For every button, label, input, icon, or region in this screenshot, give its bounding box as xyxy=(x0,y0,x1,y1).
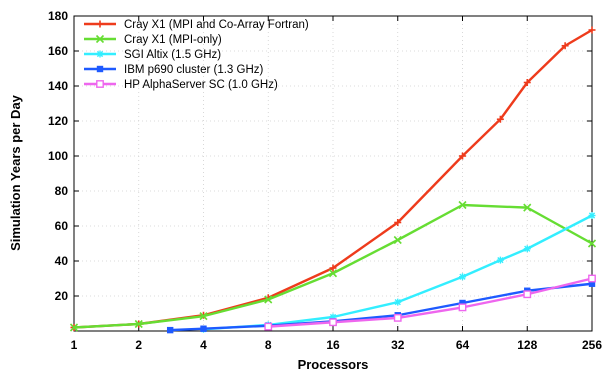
y-tick-label: 60 xyxy=(55,219,69,233)
x-tick-label: 1 xyxy=(71,338,78,352)
x-marker xyxy=(69,323,79,332)
x-tick-label: 128 xyxy=(517,338,537,352)
square-open-marker xyxy=(329,318,337,327)
square-marker xyxy=(96,65,104,73)
square-open-marker xyxy=(588,274,596,283)
y-tick-label: 160 xyxy=(48,44,68,58)
x-marker xyxy=(393,235,402,245)
y-tick-label: 120 xyxy=(48,114,68,128)
square-open-marker xyxy=(458,303,467,312)
legend-label: HP AlphaServer SC (1.0 GHz) xyxy=(124,79,278,91)
legend-label: Cray X1 (MPI and Co-Array Fortran) xyxy=(124,19,309,31)
legend-label: SGI Altix (1.5 GHz) xyxy=(124,49,221,61)
series-cray-x1-mpi-only xyxy=(69,200,597,332)
grid xyxy=(74,16,592,331)
y-tick-label: 80 xyxy=(55,184,69,198)
x-tick-label: 32 xyxy=(391,338,405,352)
legend-item: HP AlphaServer SC (1.0 GHz) xyxy=(84,79,278,91)
series-line xyxy=(203,214,593,331)
x-tick-label: 64 xyxy=(456,338,470,352)
series-line xyxy=(268,277,593,328)
y-axis-title: Simulation Years per Day xyxy=(8,94,23,251)
star-marker xyxy=(96,50,104,58)
y-tick-label: 20 xyxy=(55,289,69,303)
y-tick-labels: 20 40 60 80 100 120 140 160 180 xyxy=(48,9,68,303)
star-marker xyxy=(497,257,504,264)
x-tick-label: 256 xyxy=(582,338,602,352)
x-tick-label: 4 xyxy=(200,338,207,352)
square-open-marker xyxy=(96,80,104,88)
square-marker xyxy=(166,326,174,334)
series-hp-alphaserver-sc-1-0-ghz xyxy=(264,274,596,331)
star-marker xyxy=(394,299,401,306)
legend-item: Cray X1 (MPI-only) xyxy=(84,34,222,46)
square-open-marker xyxy=(523,290,532,299)
y-tick-label: 180 xyxy=(48,9,68,23)
star-marker xyxy=(588,212,596,219)
star-marker xyxy=(459,273,466,280)
x-marker xyxy=(134,319,143,329)
legend-item: SGI Altix (1.5 GHz) xyxy=(84,49,221,61)
square-open-marker xyxy=(264,322,273,331)
x-tick-label: 8 xyxy=(265,338,272,352)
x-marker xyxy=(587,239,597,248)
x-marker xyxy=(523,203,532,212)
y-tick-label: 100 xyxy=(48,149,68,163)
y-tick-label: 40 xyxy=(55,254,69,268)
x-axis-title: Processors xyxy=(298,357,369,372)
legend: Cray X1 (MPI and Co-Array Fortran) Cray X… xyxy=(84,19,309,91)
x-marker xyxy=(95,34,105,44)
legend-label: Cray X1 (MPI-only) xyxy=(124,34,222,46)
legend-label: IBM p690 cluster (1.3 GHz) xyxy=(124,64,263,76)
series-line xyxy=(170,282,593,332)
square-open-marker xyxy=(393,313,402,322)
x-marker xyxy=(328,269,338,278)
square-marker xyxy=(459,299,466,307)
x-marker xyxy=(458,200,467,210)
x-tick-label: 2 xyxy=(135,338,142,352)
axis-ticks xyxy=(73,15,593,331)
x-marker xyxy=(264,295,273,304)
legend-item: Cray X1 (MPI and Co-Array Fortran) xyxy=(84,19,309,31)
x-tick-label: 16 xyxy=(326,338,340,352)
x-marker xyxy=(199,312,208,321)
legend-item: IBM p690 cluster (1.3 GHz) xyxy=(84,64,263,76)
star-marker xyxy=(524,245,531,252)
x-tick-labels: 1 2 4 8 16 32 64 128 256 xyxy=(71,338,603,352)
square-marker xyxy=(200,325,207,332)
square-marker xyxy=(588,280,596,287)
series xyxy=(69,26,597,334)
y-tick-label: 140 xyxy=(48,79,68,93)
